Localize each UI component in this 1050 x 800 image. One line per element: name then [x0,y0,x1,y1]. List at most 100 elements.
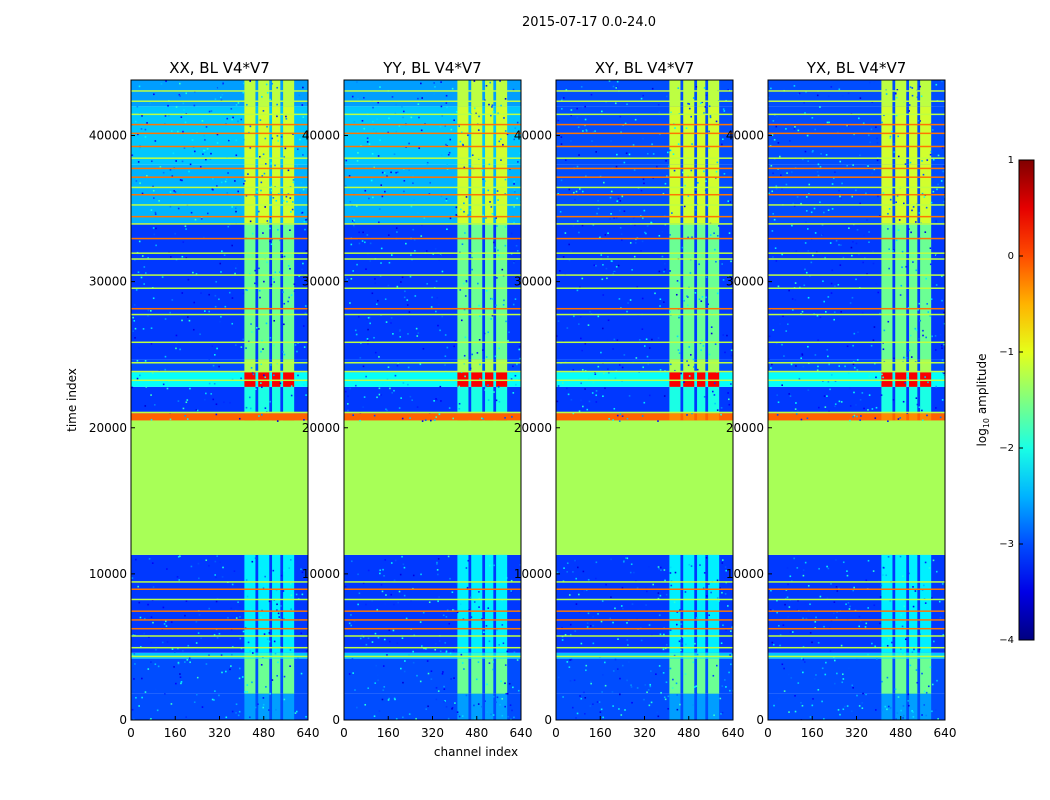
noise-pixel [386,175,388,178]
noise-pixel [902,714,905,717]
noise-pixel [137,161,140,163]
noise-pixel [402,382,405,384]
noise-pixel [679,637,682,639]
noise-pixel [219,320,221,323]
noise-pixel [490,114,492,117]
channel-band [496,693,508,720]
noise-pixel [669,363,672,366]
noise-pixel [657,337,660,339]
noise-pixel [492,661,494,663]
noise-pixel [725,629,727,632]
noise-pixel [216,87,219,89]
noise-pixel [137,133,139,136]
noise-pixel [941,80,943,83]
rfi-line [556,176,733,178]
noise-pixel [652,583,654,586]
noise-pixel [437,573,439,576]
noise-pixel [848,608,851,610]
noise-pixel [208,564,210,567]
noise-pixel [260,363,263,365]
rfi-line [131,313,308,316]
channel-band [457,386,469,414]
noise-pixel [463,668,465,670]
noise-pixel [620,233,623,235]
noise-pixel [242,630,245,633]
noise-pixel [561,98,563,101]
noise-pixel [395,130,398,133]
noise-pixel [289,197,292,199]
noise-pixel [906,376,909,379]
noise-pixel [817,365,819,368]
noise-pixel [708,398,711,401]
noise-pixel [498,347,500,350]
noise-pixel [276,609,278,612]
noise-pixel [292,133,294,135]
noise-pixel [598,236,601,239]
noise-pixel [677,143,680,145]
noise-pixel [302,86,304,89]
noise-pixel [388,261,391,264]
noise-pixel [634,384,637,387]
noise-pixel [299,192,301,194]
noise-pixel [251,232,254,235]
noise-pixel [496,190,499,192]
noise-pixel [722,624,724,627]
rfi-line [131,619,308,621]
noise-pixel [350,243,353,246]
noise-pixel [870,128,873,131]
noise-pixel [435,642,437,645]
noise-pixel [261,175,264,177]
noise-pixel [174,191,177,193]
noise-pixel [576,289,579,292]
noise-pixel [882,376,884,379]
noise-pixel [175,347,177,350]
noise-pixel [173,190,175,192]
noise-pixel [262,706,265,709]
noise-pixel [175,251,178,254]
noise-pixel [276,674,278,677]
noise-pixel [852,686,854,689]
noise-pixel [567,393,570,396]
noise-pixel [651,338,653,341]
noise-pixel [922,329,924,332]
noise-pixel [514,374,517,377]
noise-pixel [260,616,262,619]
noise-pixel [421,224,423,227]
time-segment [556,420,733,555]
noise-pixel [815,251,818,254]
noise-pixel [823,300,826,303]
noise-pixel [147,668,150,670]
noise-pixel [361,634,364,636]
noise-pixel [716,235,719,237]
noise-pixel [942,634,945,636]
noise-pixel [203,236,205,239]
noise-pixel [676,623,678,626]
noise-pixel [851,195,853,198]
noise-pixel [280,251,282,253]
noise-pixel [436,395,439,398]
noise-pixel [660,569,662,571]
noise-pixel [296,148,299,151]
noise-pixel [455,206,458,209]
noise-pixel [686,304,689,307]
noise-pixel [513,262,515,264]
noise-pixel [283,353,286,356]
noise-pixel [256,191,258,193]
noise-pixel [848,667,850,670]
rfi-line [556,186,733,189]
noise-pixel [449,652,452,655]
noise-pixel [664,698,667,701]
noise-pixel [138,601,141,604]
noise-pixel [262,697,265,699]
noise-pixel [933,640,935,643]
noise-pixel [903,202,905,205]
noise-pixel [935,83,938,86]
noise-pixel [858,615,861,618]
noise-pixel [775,260,778,262]
noise-pixel [703,87,706,89]
noise-pixel [885,93,888,95]
noise-pixel [434,248,437,250]
noise-pixel [603,357,606,360]
rfi-line [344,635,521,637]
